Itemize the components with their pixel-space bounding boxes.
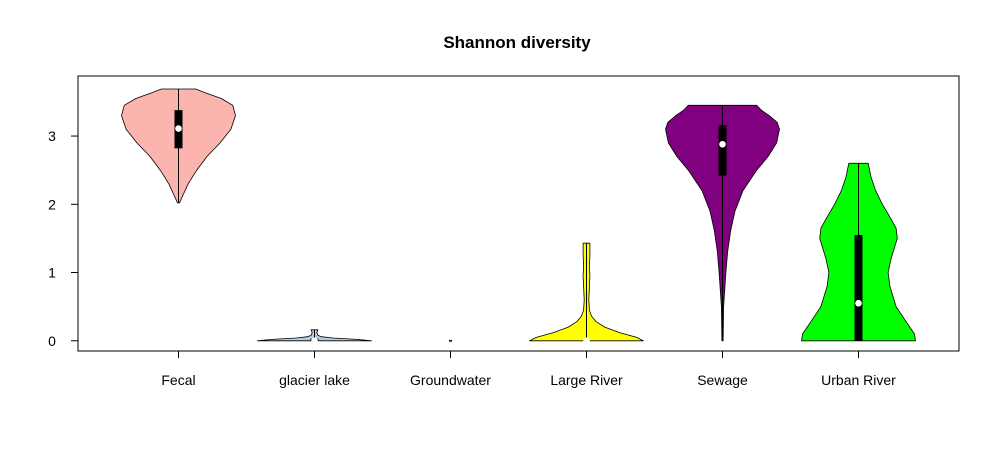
y-tick-label: 3: [48, 128, 56, 144]
x-tick-label: Urban River: [821, 372, 896, 388]
x-tick-label: Fecal: [161, 372, 195, 388]
violin-group: [665, 104, 780, 342]
x-axis: Fecal glacier lake Groundwater Large River S…: [161, 350, 896, 388]
violin-shape: [448, 339, 453, 342]
y-tick-label: 1: [48, 265, 56, 281]
violin-median-point: [175, 125, 182, 132]
violin-group: [801, 162, 916, 342]
violin-median-point: [719, 140, 726, 148]
x-tick-label: Groundwater: [410, 372, 491, 388]
violin-group: [448, 339, 453, 342]
chart-title: Shannon diversity: [443, 33, 591, 52]
violin-iqr-box: [718, 125, 727, 176]
y-axis: 0 1 2 3: [48, 128, 79, 349]
x-tick-label: Sewage: [697, 372, 748, 388]
violins-layer: [121, 88, 916, 345]
x-tick-label: Large River: [550, 372, 623, 388]
violin-median-point: [855, 299, 862, 307]
violin-group: [121, 88, 236, 204]
violin-group: [529, 242, 644, 345]
violin-median-point: [583, 337, 590, 345]
plot-frame: [77, 75, 960, 352]
x-tick-label: glacier lake: [279, 372, 350, 388]
y-tick-label: 2: [48, 196, 56, 212]
violin-median-point: [311, 337, 318, 345]
violin-iqr-box: [854, 234, 863, 341]
y-tick-label: 0: [48, 333, 56, 349]
violin-group: [257, 329, 372, 345]
